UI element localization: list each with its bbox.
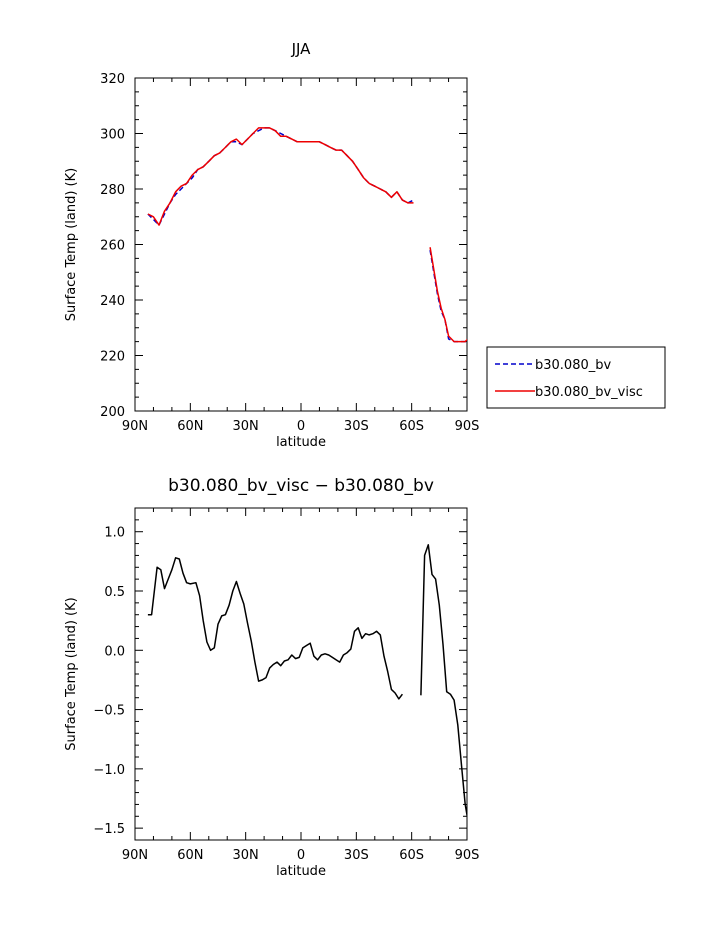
y-tick-label: 200: [100, 405, 125, 420]
y-tick-label: 0.5: [104, 585, 125, 600]
x-tick-label: 90S: [455, 848, 480, 863]
x-tick-label: 90N: [122, 419, 148, 434]
y-tick-label: −1.0: [93, 763, 125, 778]
x-tick-label: 30N: [233, 848, 259, 863]
y-tick-label: 320: [100, 72, 125, 87]
plot-frame-2: [134, 507, 468, 841]
x-tick-label: 90S: [455, 419, 480, 434]
chart-title-1: JJA: [291, 40, 312, 58]
chart-title-2: b30.080_bv_visc − b30.080_bv: [168, 476, 434, 496]
x-tick-label: 0: [297, 848, 305, 863]
x-tick-label: 30N: [233, 419, 259, 434]
series-group-2: [147, 544, 467, 820]
x-tick-label: 60S: [399, 848, 424, 863]
y-tick-label: 220: [100, 350, 125, 365]
legend-label-b30.080_bv: b30.080_bv: [535, 358, 611, 373]
series-line-b30.080_bv-seg-1: [147, 127, 414, 226]
y-tick-label: 240: [100, 294, 125, 309]
y-tick-label: 1.0: [104, 526, 125, 541]
x-axis-label-1: latitude: [276, 435, 326, 450]
y-tick-label: −0.5: [93, 704, 125, 719]
y-tick-label: 0.0: [104, 644, 125, 659]
legend: [486, 346, 666, 409]
x-tick-label: 60S: [399, 419, 424, 434]
series-line-difference-seg-1: [147, 557, 403, 700]
series-line-b30.080_bv_visc-seg-2: [429, 247, 467, 343]
y-tick-label: 300: [100, 128, 125, 143]
plot-frame-1: [134, 77, 468, 412]
y-tick-label: −1.5: [93, 822, 125, 837]
x-tick-label: 30S: [344, 419, 369, 434]
x-tick-label: 0: [297, 419, 305, 434]
x-tick-label: 60N: [177, 419, 203, 434]
x-tick-label: 90N: [122, 848, 148, 863]
y-tick-label: 280: [100, 183, 125, 198]
series-line-difference-seg-2: [420, 544, 467, 820]
x-tick-label: 60N: [177, 848, 203, 863]
y-axis-label-1: Surface Temp (land) (K): [64, 168, 79, 321]
series-group-1: [147, 127, 467, 343]
legend-label-b30.080_bv_visc: b30.080_bv_visc: [535, 385, 643, 400]
x-axis-label-2: latitude: [276, 864, 326, 879]
series-line-b30.080_bv_visc-seg-1: [147, 127, 414, 226]
y-axis-label-2: Surface Temp (land) (K): [64, 597, 79, 750]
x-tick-label: 30S: [344, 848, 369, 863]
y-tick-label: 260: [100, 239, 125, 254]
